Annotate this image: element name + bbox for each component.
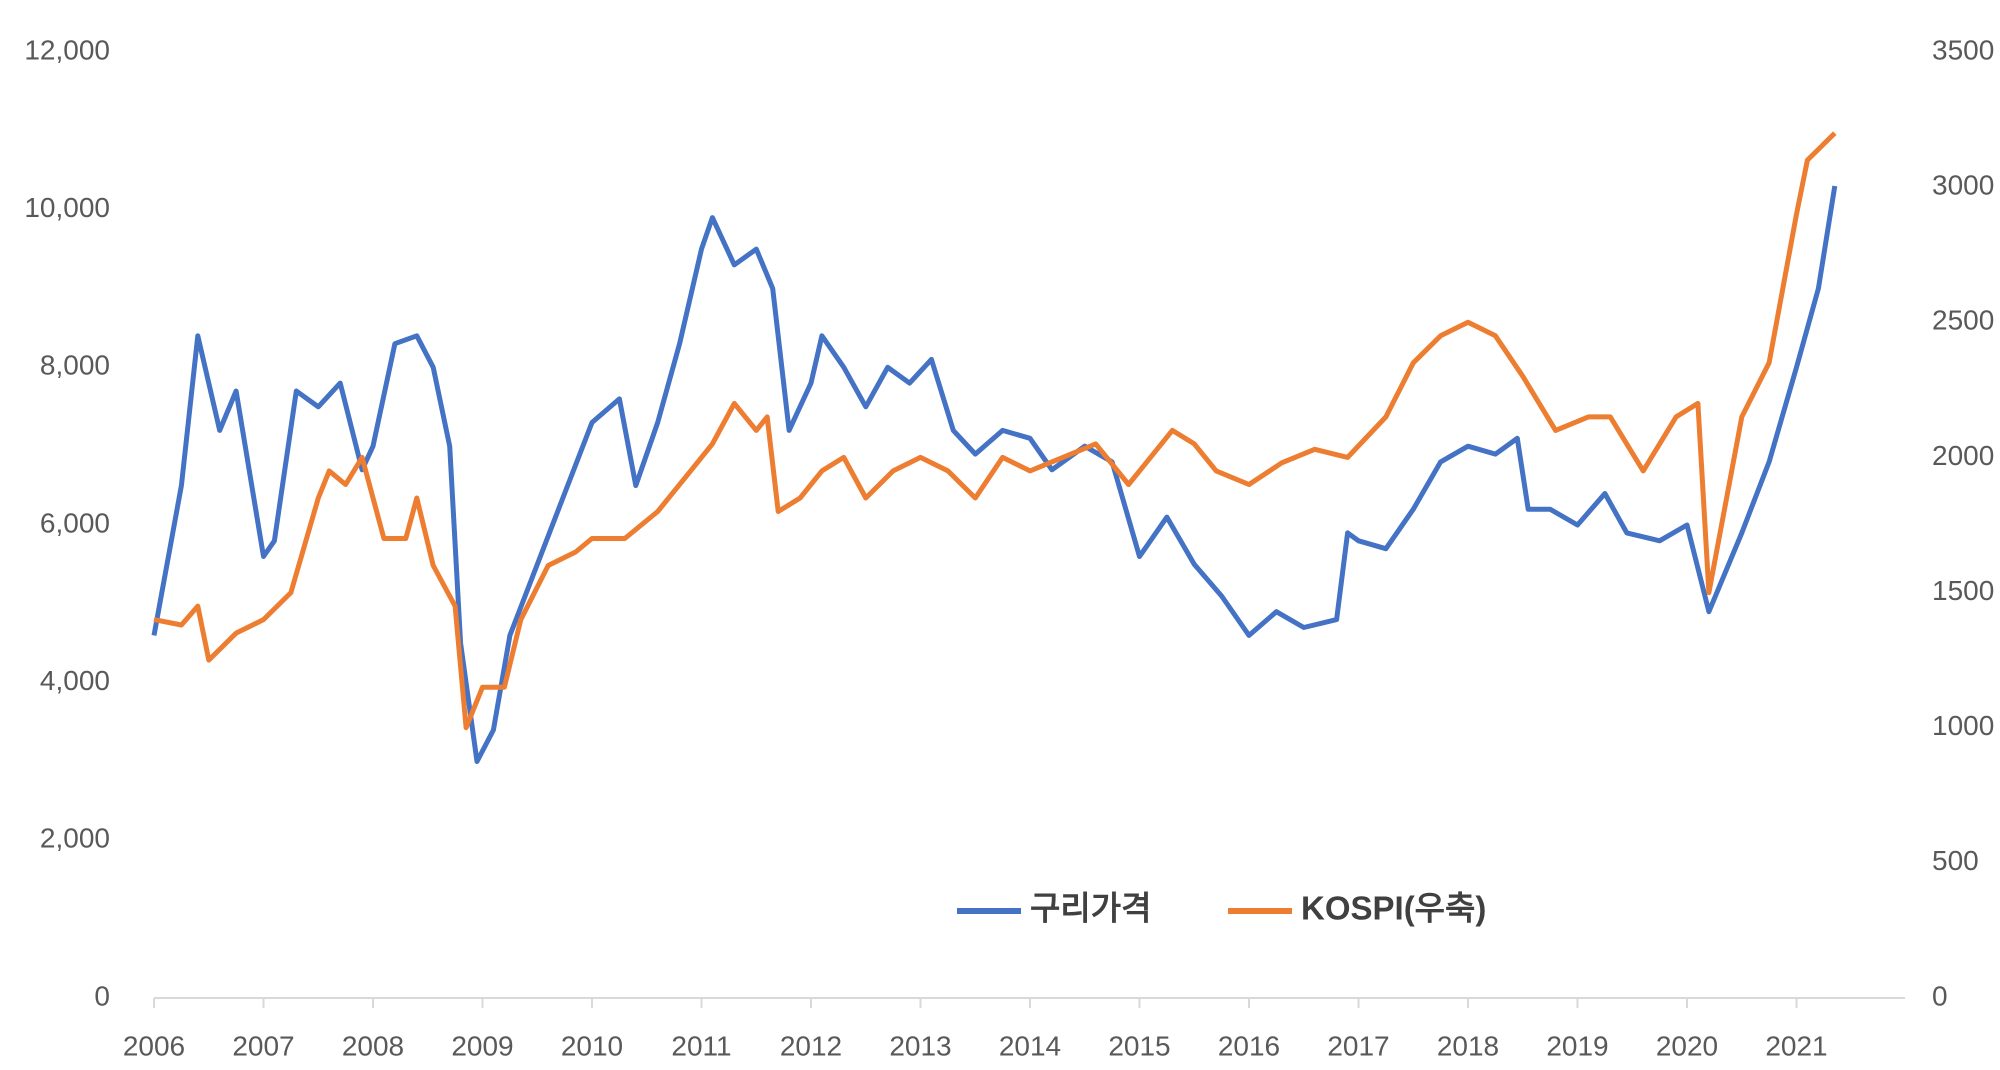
x-tick-label: 2014 <box>999 1030 1061 1061</box>
y2-tick-label: 500 <box>1932 845 1979 876</box>
y-tick-label: 0 <box>94 980 110 1011</box>
x-tick-label: 2016 <box>1218 1030 1280 1061</box>
x-tick-label: 2007 <box>232 1030 294 1061</box>
x-tick-label: 2021 <box>1765 1030 1827 1061</box>
y2-tick-label: 1500 <box>1932 575 1994 606</box>
y-tick-label: 2,000 <box>40 823 110 854</box>
y-tick-label: 6,000 <box>40 507 110 538</box>
y2-tick-label: 2000 <box>1932 440 1994 471</box>
y2-tick-label: 3500 <box>1932 34 1994 65</box>
x-tick-label: 2020 <box>1656 1030 1718 1061</box>
x-tick-label: 2006 <box>123 1030 185 1061</box>
x-tick-label: 2009 <box>451 1030 513 1061</box>
x-tick-label: 2018 <box>1437 1030 1499 1061</box>
x-tick-label: 2012 <box>780 1030 842 1061</box>
x-tick-label: 2008 <box>342 1030 404 1061</box>
y2-tick-label: 2500 <box>1932 305 1994 336</box>
x-tick-label: 2013 <box>889 1030 951 1061</box>
series-line <box>151 185 1838 764</box>
y-tick-label: 4,000 <box>40 665 110 696</box>
x-tick-label: 2019 <box>1546 1030 1608 1061</box>
x-tick-label: 2011 <box>671 1030 731 1061</box>
y2-tick-label: 3000 <box>1932 170 1994 201</box>
series-line <box>153 131 1837 731</box>
y-tick-label: 12,000 <box>24 34 110 65</box>
x-tick-label: 2017 <box>1327 1030 1389 1061</box>
x-tick-label: 2010 <box>561 1030 623 1061</box>
y-tick-label: 10,000 <box>24 192 110 223</box>
legend-label: 구리가격 <box>1030 890 1151 927</box>
y2-tick-label: 0 <box>1932 980 1948 1011</box>
y-tick-label: 8,000 <box>40 350 110 381</box>
x-tick-label: 2015 <box>1108 1030 1170 1061</box>
legend-label: KOSPI(우축) <box>1301 890 1486 927</box>
y2-tick-label: 1000 <box>1932 710 1994 741</box>
